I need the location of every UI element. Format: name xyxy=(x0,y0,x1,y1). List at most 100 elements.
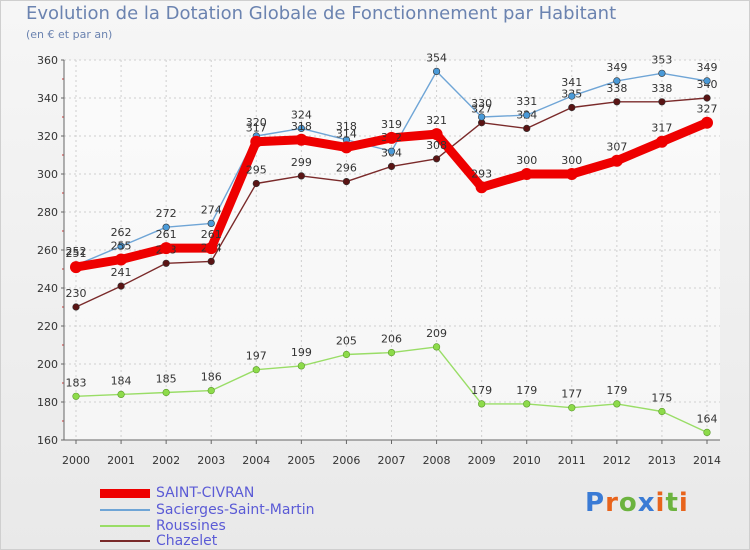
data-point xyxy=(117,242,125,250)
data-label: 262 xyxy=(111,226,132,239)
data-label: 261 xyxy=(201,228,222,241)
data-point xyxy=(115,253,128,266)
data-point xyxy=(703,428,711,437)
logo-letter: t xyxy=(665,488,679,518)
data-point xyxy=(297,362,305,370)
data-label: 186 xyxy=(201,371,222,384)
y-tick-label: 340 xyxy=(37,92,58,105)
logo-letter: x xyxy=(637,488,656,518)
data-point xyxy=(340,141,353,154)
data-label: 164 xyxy=(697,412,718,425)
data-point xyxy=(205,242,218,255)
y-tick-label: 180 xyxy=(37,396,58,409)
data-point xyxy=(295,133,308,146)
data-point xyxy=(523,111,531,119)
legend-item-saint-civran: SAINT-CIVRAN xyxy=(100,484,254,502)
data-point xyxy=(117,282,125,290)
data-point xyxy=(475,181,488,194)
data-label: 340 xyxy=(697,78,718,91)
data-point xyxy=(568,103,576,112)
data-label: 175 xyxy=(651,392,672,405)
data-point xyxy=(613,77,621,85)
data-label: 255 xyxy=(111,240,132,253)
data-label: 300 xyxy=(516,154,537,167)
x-tick-label: 2009 xyxy=(468,454,496,467)
data-point xyxy=(478,400,486,408)
y-tick-label: 160 xyxy=(37,434,58,447)
data-label: 295 xyxy=(246,164,267,177)
x-tick-label: 2007 xyxy=(378,454,406,467)
data-label: 179 xyxy=(471,384,492,397)
x-tick-label: 2005 xyxy=(287,454,315,467)
data-label: 197 xyxy=(246,350,267,363)
data-label: 205 xyxy=(336,335,357,348)
legend-swatch xyxy=(100,540,150,542)
data-point xyxy=(568,404,576,412)
legend-item-roussines: Roussines xyxy=(100,517,226,535)
x-tick-label: 2003 xyxy=(197,454,225,467)
data-point xyxy=(72,392,80,400)
data-label: 353 xyxy=(651,53,672,66)
logo-letter: i xyxy=(655,488,666,518)
data-label: 296 xyxy=(336,162,357,175)
y-tick-label: 200 xyxy=(37,358,58,371)
data-label: 338 xyxy=(606,82,627,95)
data-point xyxy=(342,178,351,186)
data-point xyxy=(160,242,173,255)
data-label: 324 xyxy=(291,108,312,121)
data-point xyxy=(387,147,396,155)
legend-label: SAINT-CIVRAN xyxy=(156,485,255,501)
data-point xyxy=(432,343,441,351)
data-label: 199 xyxy=(291,346,312,359)
data-point xyxy=(207,219,215,227)
data-point xyxy=(250,135,263,148)
data-point xyxy=(72,303,80,311)
data-point xyxy=(523,124,531,132)
data-point xyxy=(207,257,215,266)
data-point xyxy=(387,349,396,357)
data-label: 261 xyxy=(156,228,177,241)
data-point xyxy=(658,69,666,77)
logo-letter: P xyxy=(585,488,606,518)
data-point xyxy=(252,179,260,188)
data-label: 293 xyxy=(471,167,492,180)
data-label: 349 xyxy=(697,61,718,74)
y-tick-label: 260 xyxy=(37,244,58,257)
data-label: 209 xyxy=(426,327,447,340)
data-point xyxy=(432,67,441,75)
data-point xyxy=(701,116,713,129)
data-label: 252 xyxy=(66,245,87,258)
data-point xyxy=(703,94,711,102)
data-point xyxy=(520,168,533,180)
data-point xyxy=(478,113,486,121)
data-point xyxy=(613,98,621,106)
data-label: 330 xyxy=(471,97,492,110)
logo-letter: r xyxy=(605,488,619,518)
data-point xyxy=(162,223,170,231)
data-point xyxy=(297,124,305,132)
data-label: 317 xyxy=(651,122,672,135)
data-label: 331 xyxy=(516,95,537,108)
y-tick-label: 300 xyxy=(37,168,58,181)
data-label: 183 xyxy=(66,376,87,389)
data-point xyxy=(252,366,260,374)
data-point xyxy=(207,387,215,395)
data-point xyxy=(387,162,396,170)
data-point xyxy=(703,77,711,85)
data-point xyxy=(565,168,578,180)
data-label: 318 xyxy=(291,120,312,133)
data-point xyxy=(117,390,125,399)
legend-item-sacierges-saint-martin: Sacierges-Saint-Martin xyxy=(100,501,314,519)
legend-swatch xyxy=(100,488,150,498)
legend-swatch xyxy=(100,525,150,527)
legend-swatch xyxy=(100,509,150,511)
x-tick-label: 2012 xyxy=(603,454,631,467)
data-label: 300 xyxy=(561,154,582,167)
data-point xyxy=(658,98,666,106)
x-tick-label: 2010 xyxy=(513,454,541,467)
x-tick-label: 2002 xyxy=(152,454,180,467)
legend-label: Sacierges-Saint-Martin xyxy=(156,502,315,518)
proxiti-logo: Proxiti xyxy=(585,488,689,518)
y-tick-label: 280 xyxy=(37,206,58,219)
